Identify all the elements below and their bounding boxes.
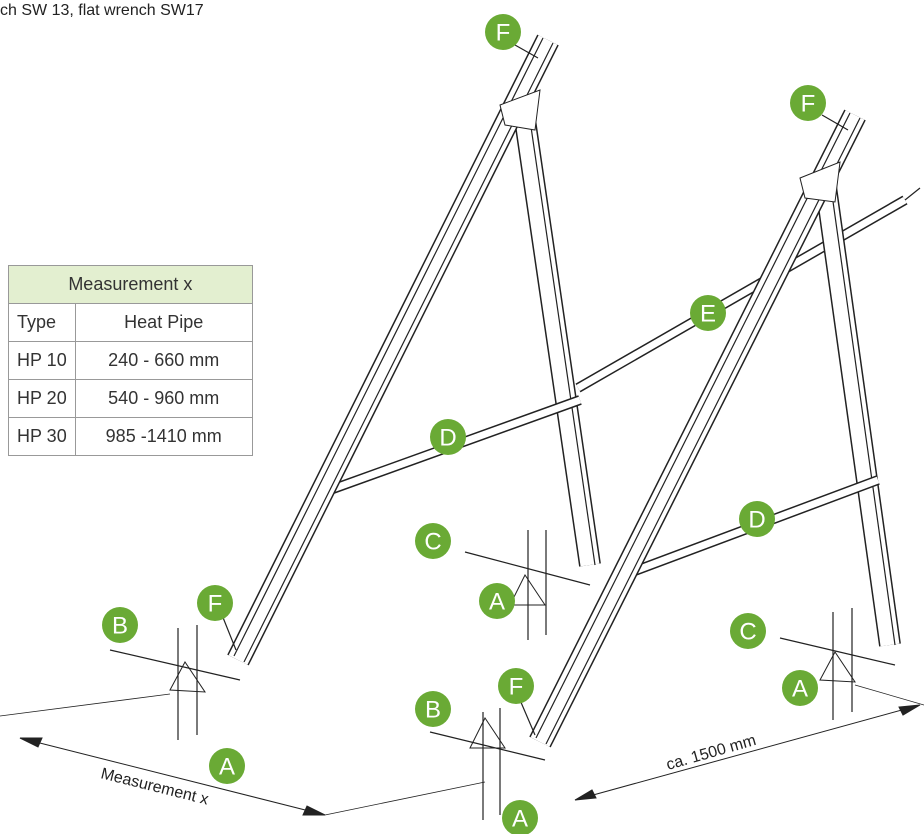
dimension-lines: [0, 685, 924, 815]
callout: C: [730, 613, 766, 649]
callout: A: [209, 748, 245, 784]
callout: F: [197, 585, 233, 621]
callout: A: [782, 670, 818, 706]
callout-label: B: [112, 613, 128, 640]
callout: E: [690, 295, 726, 331]
callout: A: [502, 800, 538, 834]
callout-label: B: [425, 697, 441, 724]
callout: D: [430, 419, 466, 455]
callout-label: F: [208, 591, 223, 618]
callout-label: D: [439, 425, 456, 452]
callout: B: [415, 691, 451, 727]
callout: B: [102, 607, 138, 643]
callout-label: F: [801, 91, 816, 118]
callout-label: E: [700, 301, 716, 328]
callout-label: A: [512, 806, 528, 833]
callout-label: A: [489, 589, 505, 616]
callout: C: [415, 523, 451, 559]
callout-label: C: [739, 619, 756, 646]
callout-label: C: [424, 529, 441, 556]
callout-label: A: [792, 676, 808, 703]
callout: F: [790, 85, 826, 121]
callout: A: [479, 583, 515, 619]
assembly-drawing: Measurement x ca. 1500 mm FFEDDCCBBFFAAA…: [0, 0, 924, 834]
callout-label: F: [496, 20, 511, 47]
dimension-label: ca. 1500 mm: [664, 732, 758, 774]
callout-label: A: [219, 754, 235, 781]
callout-label: F: [509, 674, 524, 701]
callout-label: D: [748, 507, 765, 534]
callout: D: [739, 501, 775, 537]
page: ch SW 13, flat wrench SW17 Measurement x…: [0, 0, 924, 834]
callout: F: [498, 668, 534, 704]
callout: F: [485, 14, 521, 50]
